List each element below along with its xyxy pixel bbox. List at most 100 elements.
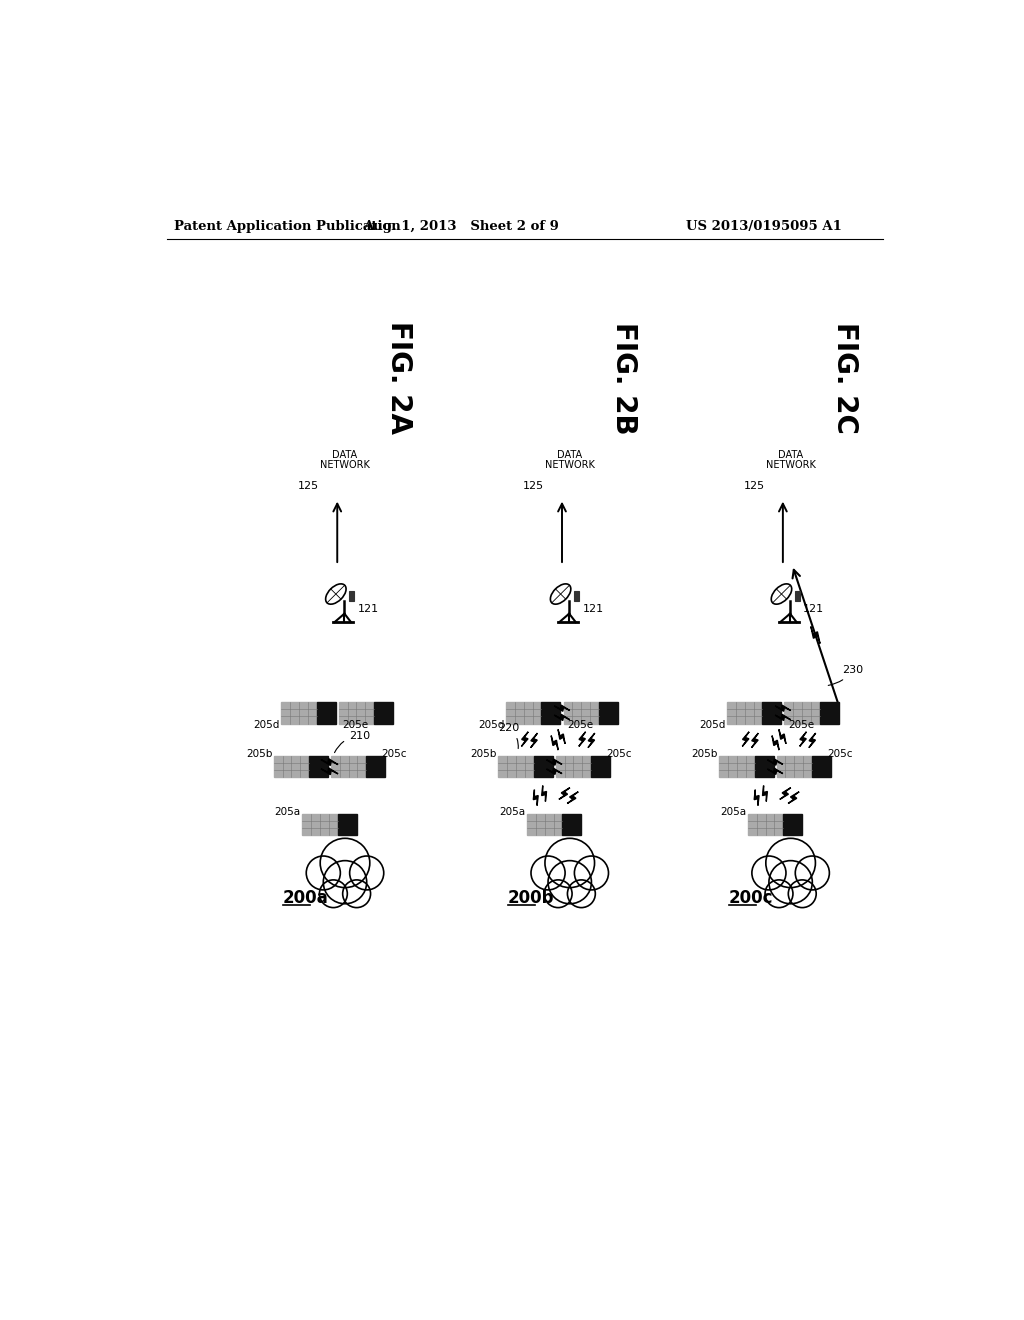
Polygon shape xyxy=(763,785,767,801)
Text: 205e: 205e xyxy=(567,721,594,730)
Polygon shape xyxy=(772,735,779,750)
Bar xyxy=(309,756,328,777)
Polygon shape xyxy=(321,768,338,775)
Text: FIG. 2A: FIG. 2A xyxy=(385,321,414,434)
Circle shape xyxy=(306,857,340,890)
Bar xyxy=(795,591,800,601)
Text: DATA: DATA xyxy=(557,450,583,459)
Circle shape xyxy=(545,838,595,887)
Polygon shape xyxy=(542,785,547,801)
Circle shape xyxy=(765,880,793,908)
Text: 205a: 205a xyxy=(720,807,746,817)
Bar xyxy=(339,702,374,723)
Polygon shape xyxy=(579,731,586,746)
Polygon shape xyxy=(588,733,595,747)
Text: NETWORK: NETWORK xyxy=(321,459,370,470)
Bar xyxy=(573,591,579,601)
Text: 205a: 205a xyxy=(500,807,525,817)
Polygon shape xyxy=(779,730,786,744)
Text: 205b: 205b xyxy=(246,750,272,759)
Polygon shape xyxy=(551,735,558,750)
Circle shape xyxy=(544,880,572,908)
Polygon shape xyxy=(767,759,783,766)
Polygon shape xyxy=(558,730,565,744)
Polygon shape xyxy=(811,627,820,644)
Circle shape xyxy=(769,861,812,904)
Polygon shape xyxy=(554,705,569,711)
Polygon shape xyxy=(780,788,791,800)
Ellipse shape xyxy=(326,583,346,605)
Polygon shape xyxy=(530,733,538,747)
Bar xyxy=(302,813,338,836)
Polygon shape xyxy=(809,733,816,747)
Text: DATA: DATA xyxy=(333,450,357,459)
Bar xyxy=(273,756,309,777)
Bar xyxy=(755,756,773,777)
Bar xyxy=(563,702,599,723)
Ellipse shape xyxy=(550,583,570,605)
Text: 125: 125 xyxy=(523,480,544,491)
Text: 205d: 205d xyxy=(699,721,726,730)
Bar xyxy=(374,702,393,723)
Polygon shape xyxy=(775,705,791,711)
Text: 220: 220 xyxy=(499,723,520,748)
Text: Aug. 1, 2013   Sheet 2 of 9: Aug. 1, 2013 Sheet 2 of 9 xyxy=(364,219,559,232)
Text: NETWORK: NETWORK xyxy=(766,459,815,470)
Text: US 2013/0195095 A1: US 2013/0195095 A1 xyxy=(685,219,842,232)
Bar xyxy=(748,813,783,836)
Text: 121: 121 xyxy=(357,603,379,614)
Text: 121: 121 xyxy=(583,603,603,614)
Polygon shape xyxy=(742,731,750,746)
Text: 205e: 205e xyxy=(343,721,369,730)
Bar xyxy=(556,756,591,777)
Bar xyxy=(506,702,542,723)
Text: 230: 230 xyxy=(828,665,863,685)
Polygon shape xyxy=(767,768,783,775)
Bar xyxy=(562,813,582,836)
Text: FIG. 2B: FIG. 2B xyxy=(610,322,638,434)
Bar xyxy=(719,756,755,777)
Circle shape xyxy=(349,857,384,890)
Text: 205b: 205b xyxy=(470,750,497,759)
Text: 200b: 200b xyxy=(508,888,554,907)
Circle shape xyxy=(324,861,367,904)
Text: 205d: 205d xyxy=(254,721,280,730)
Polygon shape xyxy=(547,759,562,766)
Bar xyxy=(316,702,336,723)
Polygon shape xyxy=(800,731,807,746)
Bar xyxy=(499,756,534,777)
Polygon shape xyxy=(321,759,338,766)
Polygon shape xyxy=(559,788,570,800)
Circle shape xyxy=(788,880,816,908)
Bar xyxy=(762,702,781,723)
Polygon shape xyxy=(554,714,569,721)
Circle shape xyxy=(321,838,370,887)
Text: 205a: 205a xyxy=(274,807,301,817)
Circle shape xyxy=(343,880,371,908)
Polygon shape xyxy=(534,789,539,805)
Bar xyxy=(542,702,560,723)
Text: 205c: 205c xyxy=(381,750,407,759)
Bar xyxy=(534,756,553,777)
Circle shape xyxy=(574,857,608,890)
Text: 205c: 205c xyxy=(606,750,632,759)
Ellipse shape xyxy=(771,583,792,605)
Circle shape xyxy=(319,880,347,908)
Polygon shape xyxy=(547,768,562,775)
Bar xyxy=(591,756,610,777)
Circle shape xyxy=(796,857,829,890)
Bar xyxy=(776,756,812,777)
Circle shape xyxy=(531,857,565,890)
Bar xyxy=(349,591,354,601)
Text: 205d: 205d xyxy=(478,721,505,730)
Bar xyxy=(819,702,839,723)
Bar xyxy=(599,702,617,723)
Bar xyxy=(367,756,385,777)
Text: 121: 121 xyxy=(803,603,824,614)
Polygon shape xyxy=(567,792,579,804)
Text: 205b: 205b xyxy=(691,750,718,759)
Polygon shape xyxy=(775,714,791,721)
Text: 205e: 205e xyxy=(788,721,814,730)
Polygon shape xyxy=(521,731,528,746)
Bar xyxy=(727,702,762,723)
